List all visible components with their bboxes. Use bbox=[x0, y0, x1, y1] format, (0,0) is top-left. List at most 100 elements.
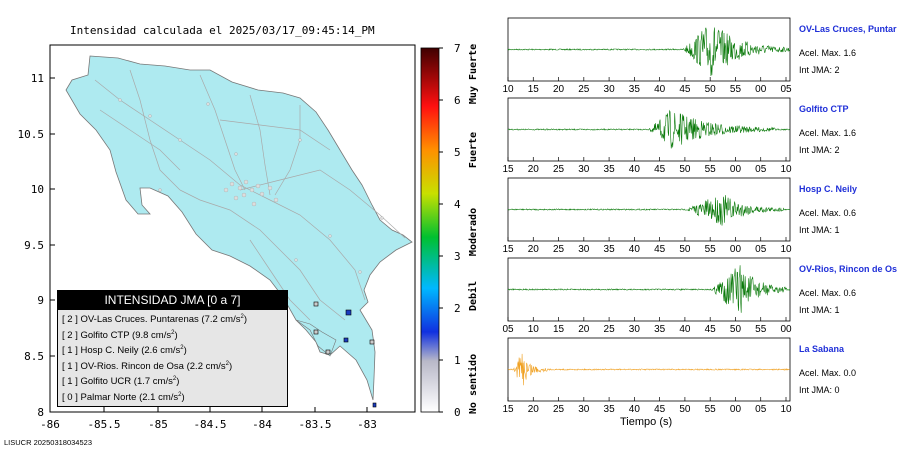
station-max-accel: Acel. Max. 1.6 bbox=[799, 128, 857, 138]
lat-tick-label: 9.5 bbox=[24, 239, 44, 252]
colorbar-level-label: Fuerte bbox=[468, 132, 479, 168]
time-tick-label: 20 bbox=[553, 84, 565, 95]
time-tick-label: 35 bbox=[654, 324, 666, 335]
waveform-trace bbox=[507, 109, 791, 149]
station-marker bbox=[313, 301, 319, 307]
station-name: Golfito CTP bbox=[799, 104, 849, 114]
colorbar-tick-label: 2 bbox=[454, 302, 461, 315]
lon-tick-label: -84.5 bbox=[193, 418, 226, 431]
colorbar bbox=[420, 47, 440, 413]
time-axis-label: Tiempo (s) bbox=[620, 416, 673, 428]
time-tick-label: 05 bbox=[502, 324, 514, 335]
time-tick-label: 05 bbox=[755, 244, 767, 255]
station-name: Hosp C. Neily bbox=[799, 184, 858, 194]
station-marker bbox=[343, 337, 349, 343]
time-tick-label: 45 bbox=[679, 84, 691, 95]
waveform-trace bbox=[507, 27, 791, 77]
waveform-trace bbox=[507, 353, 790, 386]
station-marker bbox=[345, 309, 352, 316]
time-tick-label: 45 bbox=[654, 164, 666, 175]
seismogram-panel: 15 20 25 30 35 40 45 50 55 00 05 10 bbox=[502, 97, 792, 175]
time-tick-label: 20 bbox=[528, 164, 540, 175]
station-jma-intensity: Int JMA: 0 bbox=[799, 385, 840, 395]
colorbar-level-label: Moderado bbox=[468, 208, 479, 256]
legend-row: [ 1 ] Hosp C. Neily (2.6 cm/s2) bbox=[62, 345, 187, 357]
colorbar-tick-label: 5 bbox=[454, 146, 461, 159]
waveform-trace bbox=[507, 195, 791, 226]
seismogram-panel: 15 20 25 30 35 40 45 50 55 00 05 10 bbox=[502, 177, 792, 255]
colorbar-tick-label: 6 bbox=[454, 94, 461, 107]
time-tick-label: 50 bbox=[679, 164, 691, 175]
time-tick-label: 00 bbox=[730, 404, 742, 415]
time-tick-label: 40 bbox=[654, 84, 666, 95]
station-name: OV-Rios, Rincon de Os bbox=[799, 264, 898, 274]
lon-tick-label: -85.5 bbox=[87, 418, 120, 431]
time-tick-label: 20 bbox=[528, 244, 540, 255]
time-tick-label: 10 bbox=[780, 244, 792, 255]
time-tick-label: 50 bbox=[679, 244, 691, 255]
legend-row: [ 2 ] Golfito CTP (9.8 cm/s2) bbox=[62, 329, 178, 341]
time-tick-label: 15 bbox=[528, 84, 540, 95]
time-tick-label: 55 bbox=[705, 164, 717, 175]
colorbar-level-label: No sentido bbox=[467, 354, 479, 414]
time-tick-label: 10 bbox=[528, 324, 540, 335]
time-tick-label: 05 bbox=[780, 84, 792, 95]
time-tick-label: 55 bbox=[705, 404, 717, 415]
legend-row: [ 1 ] Golfito UCR (1.7 cm/s2) bbox=[62, 376, 180, 388]
lat-tick-label: 10.5 bbox=[18, 128, 45, 141]
seismogram-panel: 10 15 20 25 30 35 40 45 50 55 00 05 bbox=[502, 17, 792, 95]
seismogram-panel: 05 10 15 20 25 30 35 40 45 50 55 00 bbox=[502, 257, 792, 335]
time-tick-label: 00 bbox=[730, 164, 742, 175]
time-tick-label: 25 bbox=[578, 84, 590, 95]
time-tick-label: 50 bbox=[705, 84, 717, 95]
waveform-trace bbox=[507, 265, 791, 313]
lon-axis: -86 -85.5 -85 -84.5 -84 -83.5 -83 bbox=[40, 407, 377, 431]
time-tick-label: 35 bbox=[604, 164, 616, 175]
colorbar-ticks: 0 1 2 3 4 5 6 7 bbox=[439, 42, 461, 419]
time-tick-label: 05 bbox=[755, 164, 767, 175]
lat-tick-label: 10 bbox=[31, 183, 44, 196]
map-title: Intensidad calculada el 2025/03/17_09:45… bbox=[70, 24, 375, 37]
lon-tick-label: -84 bbox=[252, 418, 272, 431]
time-tick-label: 25 bbox=[604, 324, 616, 335]
time-tick-label: 35 bbox=[629, 84, 641, 95]
station-marker bbox=[369, 339, 375, 345]
seismogram-panels: 10 15 20 25 30 35 40 45 50 55 00 05 15 20 25 30 35 40 45 50… bbox=[502, 17, 792, 415]
station-max-accel: Acel. Max. 1.6 bbox=[799, 48, 857, 58]
time-tick-label: 55 bbox=[730, 84, 742, 95]
time-tick-label: 40 bbox=[629, 244, 641, 255]
time-tick-label: 15 bbox=[553, 324, 565, 335]
lat-axis: 11 10.5 10 9.5 9 8.5 8 bbox=[18, 72, 55, 419]
time-tick-label: 50 bbox=[730, 324, 742, 335]
station-name: La Sabana bbox=[799, 344, 845, 354]
footer-code: LISUCR 20250318034523 bbox=[4, 438, 92, 447]
time-tick-label: 25 bbox=[553, 164, 565, 175]
seismogram-panel: 15 20 25 30 35 40 45 50 55 00 05 10 bbox=[502, 337, 792, 415]
colorbar-level-label: Muy Fuerte bbox=[468, 44, 479, 104]
time-tick-label: 40 bbox=[679, 324, 691, 335]
station-marker bbox=[325, 349, 331, 355]
time-tick-label: 45 bbox=[705, 324, 717, 335]
colorbar-tick-label: 7 bbox=[454, 42, 461, 55]
time-tick-label: 15 bbox=[502, 244, 514, 255]
time-tick-label: 30 bbox=[629, 324, 641, 335]
time-tick-label: 50 bbox=[679, 404, 691, 415]
station-jma-intensity: Int JMA: 2 bbox=[799, 65, 840, 75]
legend-header: INTENSIDAD JMA [0 a 7] bbox=[58, 291, 287, 310]
time-tick-label: 45 bbox=[654, 404, 666, 415]
colorbar-tick-label: 1 bbox=[454, 354, 461, 367]
time-tick-label: 20 bbox=[528, 404, 540, 415]
lon-tick-label: -83 bbox=[357, 418, 377, 431]
station-jma-intensity: Int JMA: 2 bbox=[799, 145, 840, 155]
time-tick-label: 15 bbox=[502, 164, 514, 175]
time-tick-label: 25 bbox=[553, 404, 565, 415]
lat-tick-label: 11 bbox=[31, 72, 44, 85]
time-tick-label: 55 bbox=[705, 244, 717, 255]
legend-row: [ 0 ] Palmar Norte (2.1 cm/s2) bbox=[62, 391, 185, 403]
station-marker bbox=[313, 329, 319, 335]
time-tick-label: 10 bbox=[502, 84, 514, 95]
lat-tick-label: 9 bbox=[37, 294, 44, 307]
colorbar-tick-label: 3 bbox=[454, 250, 461, 263]
time-tick-label: 30 bbox=[604, 84, 616, 95]
